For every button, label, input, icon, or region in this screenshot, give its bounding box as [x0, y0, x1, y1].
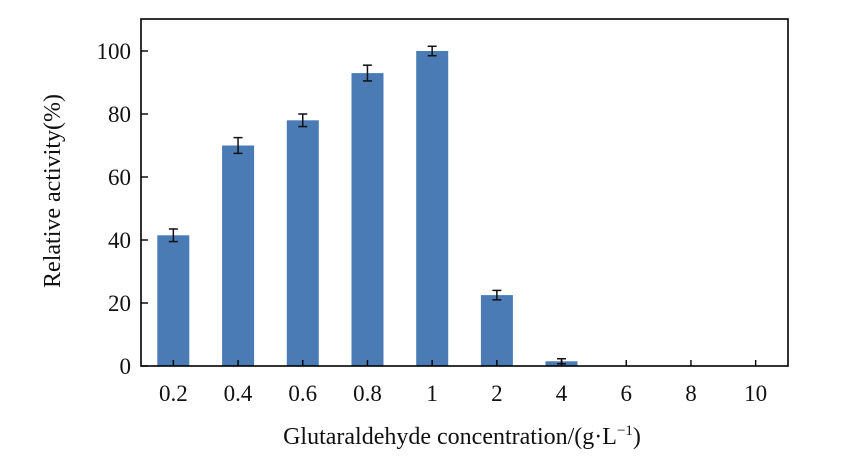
bar-0.4	[222, 145, 255, 366]
x-tick-label-4: 4	[556, 381, 568, 406]
x-tick-label-6: 6	[621, 381, 633, 406]
x-tick-label-2: 2	[491, 381, 503, 406]
x-axis-title-main: Glutaraldehyde concentration/(g·L	[283, 424, 617, 450]
x-tick-label-0.4: 0.4	[224, 381, 253, 406]
y-tick-label-0: 0	[120, 354, 132, 379]
y-axis-title: Relative activity(%)	[40, 94, 66, 288]
error-bars-layer	[168, 45, 567, 365]
x-tick-label-1: 1	[426, 381, 438, 406]
y-tick-label-80: 80	[108, 102, 131, 127]
x-tick-label-10: 10	[744, 381, 767, 406]
y-tick-label-20: 20	[108, 291, 131, 316]
bars-layer	[157, 51, 578, 366]
plot-frame	[140, 18, 789, 367]
bar-0.2	[157, 235, 190, 366]
bar-2	[480, 295, 513, 366]
bar-0.8	[351, 73, 384, 366]
x-axis-title: Glutaraldehyde concentration/(g·L−1)	[283, 423, 641, 450]
bar-1	[416, 51, 449, 366]
y-tick-label-40: 40	[108, 228, 131, 253]
bar-0.6	[286, 120, 319, 366]
x-tick-label-0.8: 0.8	[353, 381, 382, 406]
x-tick-label-0.2: 0.2	[159, 381, 188, 406]
axes-layer	[140, 18, 789, 367]
x-tick-label-0.6: 0.6	[288, 381, 317, 406]
y-tick-label-100: 100	[97, 39, 132, 64]
x-tick-label-8: 8	[685, 381, 697, 406]
y-tick-label-60: 60	[108, 165, 131, 190]
x-axis-title-superscript: −1	[617, 423, 633, 439]
x-axis-title-close: )	[633, 424, 641, 450]
